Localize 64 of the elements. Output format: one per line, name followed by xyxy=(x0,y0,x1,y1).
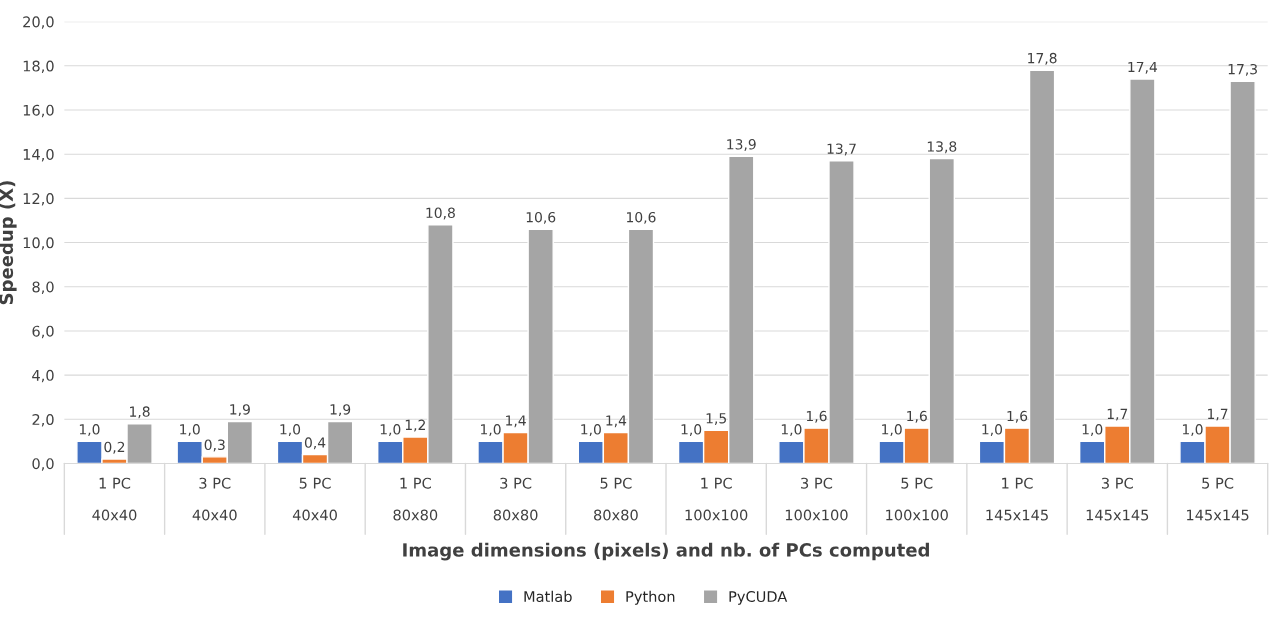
data-label: 1,0 xyxy=(882,424,902,436)
data-label: 13,9 xyxy=(727,139,756,151)
y-tick-label: 12,0 xyxy=(23,193,54,206)
category-label: 3 PC 80x80 xyxy=(493,477,538,521)
y-axis-title: Speedup (X) xyxy=(0,181,17,305)
category-label: 3 PC 145x145 xyxy=(1086,477,1149,521)
category-label: 5 PC 145x145 xyxy=(1187,477,1249,521)
data-label: 1,6 xyxy=(1007,410,1028,423)
y-tick-label: 14,0 xyxy=(23,148,54,162)
data-label: 1,6 xyxy=(907,410,927,423)
data-label: 1,0 xyxy=(79,424,100,436)
y-tick-label: 2,0 xyxy=(32,414,54,427)
y-tick-label: 20,0 xyxy=(23,16,54,29)
data-label: 1,7 xyxy=(1107,408,1128,421)
data-label: 1,0 xyxy=(982,424,1003,436)
data-label: 1,0 xyxy=(781,424,802,436)
y-tick-label: 0,0 xyxy=(32,458,54,471)
legend-label: Matlab xyxy=(524,590,572,603)
y-tick-label: 18,0 xyxy=(23,60,54,74)
data-label: 17,8 xyxy=(1028,52,1057,65)
data-label: 1,6 xyxy=(806,410,827,423)
legend-label: PyCUDA xyxy=(729,591,788,605)
y-tick-label: 16,0 xyxy=(23,104,54,118)
data-label: 1,9 xyxy=(230,404,250,417)
category-label: 3 PC 100x100 xyxy=(785,477,848,521)
data-label: 1,5 xyxy=(706,413,726,425)
data-label: 10,6 xyxy=(526,211,556,224)
data-label: 17,4 xyxy=(1128,61,1158,74)
category-label: 1 PC 100x100 xyxy=(685,477,748,521)
data-label: 1,0 xyxy=(1082,424,1103,436)
data-label: 1,7 xyxy=(1208,408,1228,421)
data-label: 0,3 xyxy=(204,439,225,452)
y-tick-label: 10,0 xyxy=(23,237,54,250)
category-label: 5 PC 40x40 xyxy=(292,477,337,521)
data-label: 13,8 xyxy=(927,141,957,154)
data-label: 1,0 xyxy=(280,424,301,436)
data-label: 10,8 xyxy=(426,207,455,220)
data-label: 1,0 xyxy=(581,424,601,436)
data-label: 1,2 xyxy=(405,419,425,432)
data-label: 10,6 xyxy=(627,211,656,224)
data-label: 1,4 xyxy=(506,415,526,428)
x-axis-title: Image dimensions (pixels) and nb. of PCs computed xyxy=(403,542,929,561)
legend-label: Python xyxy=(626,590,675,605)
category-label: 5 PC 80x80 xyxy=(594,477,638,521)
data-label: 1,0 xyxy=(180,424,200,436)
data-label: 17,3 xyxy=(1228,63,1257,76)
data-label: 1,0 xyxy=(380,424,401,436)
data-label: 1,8 xyxy=(130,406,150,419)
y-tick-label: 6,0 xyxy=(32,325,54,339)
data-label: 0,4 xyxy=(304,437,326,450)
category-label: 1 PC 40x40 xyxy=(92,477,137,521)
y-tick-label: 8,0 xyxy=(32,281,54,294)
data-label: 1,0 xyxy=(1182,424,1203,436)
data-label: 1,9 xyxy=(330,404,351,417)
data-label: 1,0 xyxy=(681,424,702,436)
data-label: 1,4 xyxy=(606,415,627,428)
data-label: 0,2 xyxy=(104,441,125,454)
data-label: 13,7 xyxy=(827,143,856,156)
category-label: 5 PC 100x100 xyxy=(886,477,948,521)
data-label: 1,0 xyxy=(481,424,501,436)
category-label: 3 PC 40x40 xyxy=(192,477,237,521)
y-tick-label: 4,0 xyxy=(32,369,54,383)
category-label: 1 PC 145x145 xyxy=(986,477,1048,521)
category-label: 1 PC 80x80 xyxy=(393,477,438,521)
